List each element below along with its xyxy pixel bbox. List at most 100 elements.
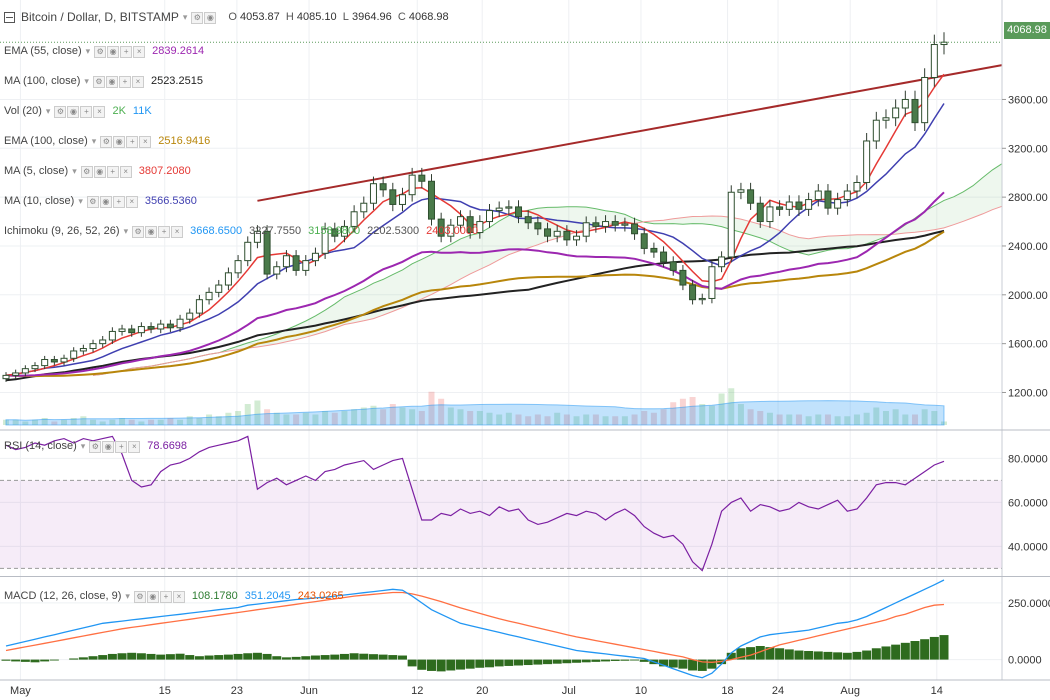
close-icon[interactable]: × (128, 440, 141, 453)
eye-icon[interactable]: ◉ (107, 45, 120, 58)
close-icon[interactable]: × (119, 165, 132, 178)
candle-body (611, 221, 619, 226)
volume-bar (186, 416, 193, 425)
indicator-legend[interactable]: EMA (55, close) ▾ ⚙ ◉ + × 2839.2614 (4, 43, 204, 60)
macd-histogram-bar (572, 659, 582, 663)
macd-histogram-bar (852, 651, 862, 660)
volume-bar (815, 414, 822, 425)
eye-icon[interactable]: ◉ (67, 105, 80, 118)
macd-histogram-bar (30, 659, 40, 663)
chevron-down-icon[interactable]: ▾ (80, 441, 86, 451)
volume-bar (679, 398, 686, 425)
gear-icon[interactable]: ⚙ (54, 105, 67, 118)
chevron-down-icon[interactable]: ▾ (125, 591, 130, 601)
volume-bar (689, 397, 696, 425)
macd-histogram-bar (784, 649, 794, 660)
legend-controls[interactable]: ⚙ ◉ (191, 11, 217, 24)
candle-body (631, 223, 639, 235)
legend-controls[interactable]: ⚙ ◉ + × (89, 440, 141, 453)
eye-icon[interactable]: ◉ (102, 440, 115, 453)
gear-icon[interactable]: ⚙ (94, 45, 107, 58)
collapse-box-icon[interactable] (4, 12, 15, 23)
indicator-legend[interactable]: MA (5, close) ▾ ⚙ ◉ + × 3807.2080 (4, 163, 191, 180)
x-tick-label: 12 (411, 685, 423, 697)
plus-icon[interactable]: + (115, 440, 128, 453)
plus-icon[interactable]: + (106, 165, 119, 178)
gear-icon[interactable]: ⚙ (191, 11, 204, 24)
eye-icon[interactable]: ◉ (113, 135, 126, 148)
eye-icon[interactable]: ◉ (146, 590, 159, 603)
candle-body (70, 350, 78, 359)
chevron-down-icon[interactable]: ▾ (182, 12, 188, 22)
candle-body (544, 228, 552, 237)
eye-icon[interactable]: ◉ (145, 225, 158, 238)
close-icon[interactable]: × (171, 225, 184, 238)
chevron-down-icon[interactable]: ▾ (72, 166, 77, 176)
indicator-legend[interactable]: MA (100, close) ▾ ⚙ ◉ + × 2523.2515 (4, 73, 203, 90)
close-icon[interactable]: × (131, 75, 144, 88)
chevron-down-icon[interactable]: ▾ (45, 106, 51, 116)
candle-body (640, 233, 648, 249)
indicator-legend-name: MA (100, close) (4, 75, 81, 87)
legend-controls[interactable]: ⚙ ◉ + × (92, 75, 144, 88)
indicator-legend-name: EMA (100, close) (4, 135, 88, 147)
x-tick-label: 14 (931, 685, 943, 697)
x-tick-label: Jul (562, 685, 576, 697)
rsi-legend-value: 78.6698 (147, 440, 188, 452)
close-icon[interactable]: × (172, 590, 185, 603)
legend-controls[interactable]: ⚙ ◉ + × (132, 225, 184, 238)
close-icon[interactable]: × (133, 45, 146, 58)
gear-icon[interactable]: ⚙ (100, 135, 113, 148)
gear-icon[interactable]: ⚙ (92, 75, 105, 88)
volume-bar (583, 414, 590, 425)
macd-histogram-bar (543, 659, 553, 665)
plus-icon[interactable]: + (112, 195, 125, 208)
chevron-down-icon[interactable]: ▾ (123, 226, 129, 236)
close-icon[interactable]: × (125, 195, 138, 208)
rsi-legend[interactable]: RSI (14, close) ▾ ⚙ ◉ + × 78.6698 (4, 438, 187, 455)
legend-controls[interactable]: ⚙ ◉ + × (94, 45, 146, 58)
macd-histogram-bar (281, 657, 291, 660)
macd-legend[interactable]: MACD (12, 26, close, 9) ▾ ⚙ ◉ + × 108.1780 … (4, 588, 344, 605)
chevron-down-icon[interactable]: ▾ (91, 136, 97, 146)
legend-controls[interactable]: ⚙ ◉ + × (133, 590, 185, 603)
indicator-legend[interactable]: Ichimoku (9, 26, 52, 26) ▾ ⚙ ◉ + × 3668.6500 32… (4, 223, 478, 240)
macd-histogram-bar (794, 650, 804, 660)
x-tick-label: 18 (721, 685, 733, 697)
indicator-legend[interactable]: Vol (20) ▾ ⚙ ◉ + × 2K 11K (4, 103, 152, 120)
eye-icon[interactable]: ◉ (105, 75, 118, 88)
volume-bar (892, 409, 899, 425)
gear-icon[interactable]: ⚙ (80, 165, 93, 178)
legend-controls[interactable]: ⚙ ◉ + × (100, 135, 152, 148)
eye-icon[interactable]: ◉ (99, 195, 112, 208)
legend-controls[interactable]: ⚙ ◉ + × (80, 165, 132, 178)
plus-icon[interactable]: + (120, 45, 133, 58)
chevron-down-icon[interactable]: ▾ (78, 196, 83, 206)
close-icon[interactable]: × (93, 105, 106, 118)
chevron-down-icon[interactable]: ▾ (85, 46, 91, 56)
volume-bar (776, 414, 783, 425)
legend-controls[interactable]: ⚙ ◉ + × (86, 195, 138, 208)
plus-icon[interactable]: + (158, 225, 171, 238)
plus-icon[interactable]: + (126, 135, 139, 148)
gear-icon[interactable]: ⚙ (89, 440, 102, 453)
legend-controls[interactable]: ⚙ ◉ + × (54, 105, 106, 118)
macd-histogram-bar (707, 659, 717, 669)
eye-icon[interactable]: ◉ (204, 11, 217, 24)
volume-bar (109, 419, 116, 425)
candle-body (582, 222, 590, 237)
close-icon[interactable]: × (139, 135, 152, 148)
eye-icon[interactable]: ◉ (93, 165, 106, 178)
symbol-legend[interactable]: Bitcoin / Dollar, D, BITSTAMP ▾ ⚙ ◉ O 405… (4, 9, 449, 26)
chevron-down-icon[interactable]: ▾ (84, 76, 89, 86)
plus-icon[interactable]: + (118, 75, 131, 88)
indicator-legend[interactable]: EMA (100, close) ▾ ⚙ ◉ + × 2516.9416 (4, 133, 210, 150)
gear-icon[interactable]: ⚙ (86, 195, 99, 208)
plus-icon[interactable]: + (80, 105, 93, 118)
indicator-legend[interactable]: MA (10, close) ▾ ⚙ ◉ + × 3566.5360 (4, 193, 197, 210)
plus-icon[interactable]: + (159, 590, 172, 603)
gear-icon[interactable]: ⚙ (132, 225, 145, 238)
gear-icon[interactable]: ⚙ (133, 590, 146, 603)
macd-histogram-bar (533, 659, 543, 665)
